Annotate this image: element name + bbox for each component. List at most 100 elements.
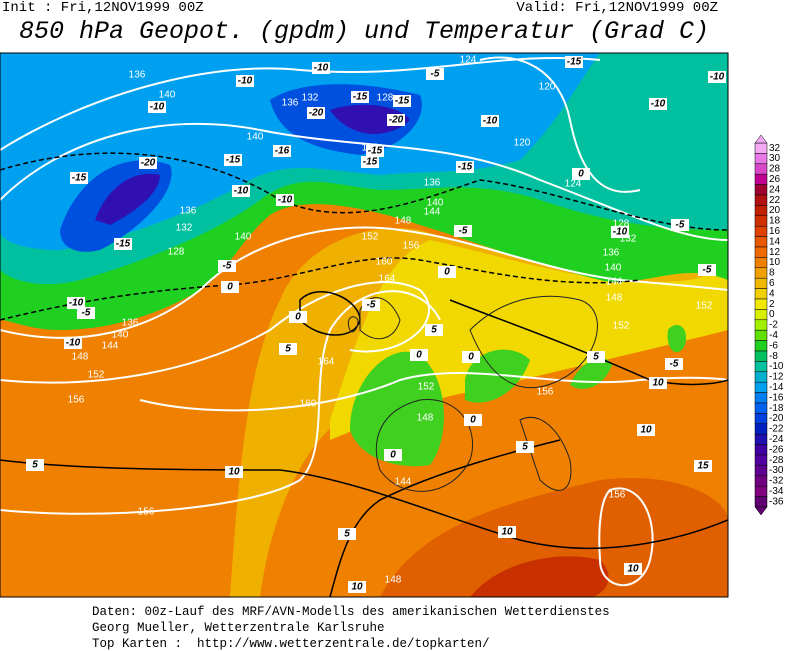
height-label: 140 <box>605 263 622 274</box>
temperature-label: 10 <box>228 467 240 478</box>
colorbar-label: -36 <box>769 496 784 507</box>
colorbar-swatch <box>754 423 768 435</box>
temperature-label-box <box>70 172 88 184</box>
colorbar-label: -34 <box>769 486 784 497</box>
height-label: 136 <box>122 318 139 329</box>
colorbar-swatch <box>754 475 768 487</box>
temperature-label: 0 <box>227 282 233 293</box>
temperature-label-box <box>64 337 82 349</box>
temperature-label: -10 <box>278 195 293 206</box>
temperature-label-box <box>361 156 379 168</box>
temperature-label-box <box>114 238 132 250</box>
height-label: 128 <box>613 219 630 230</box>
colorbar-label: -26 <box>769 444 784 455</box>
temperature-label-box <box>516 441 534 453</box>
height-label: 140 <box>159 90 176 101</box>
temperature-label: -10 <box>710 72 725 83</box>
colorbar-label: -18 <box>769 403 784 414</box>
temperature-label-box <box>218 260 236 272</box>
colorbar-swatch <box>754 298 768 310</box>
height-label: 144 <box>102 341 119 352</box>
temperature-label-box <box>387 114 405 126</box>
height-label: 140 <box>247 132 264 143</box>
height-label: 124 <box>565 179 582 190</box>
temperature-label: 0 <box>390 450 396 461</box>
colorbar-label: 30 <box>769 153 781 164</box>
colorbar-label: -30 <box>769 465 784 476</box>
colorbar-swatch <box>754 444 768 456</box>
temperature-label: -20 <box>141 158 156 169</box>
temperature-label-box <box>649 377 667 389</box>
colorbar-swatch <box>754 246 768 258</box>
temperature-label: -10 <box>66 338 81 349</box>
colorbar-label: 8 <box>769 268 775 279</box>
temperature-label: 10 <box>501 527 513 538</box>
temperature-label: -5 <box>82 308 91 319</box>
height-label: 132 <box>176 223 193 234</box>
height-label: 128 <box>377 93 394 104</box>
temperature-label: 5 <box>285 344 291 355</box>
temperature-label-box <box>572 168 590 180</box>
height-label: 148 <box>385 575 402 586</box>
temperature-label: 10 <box>652 378 664 389</box>
temperature-label-box <box>393 95 411 107</box>
colorbar-swatch <box>754 163 768 175</box>
colorbar-swatch <box>754 277 768 289</box>
colorbar-swatch <box>754 329 768 341</box>
colorbar-label: -32 <box>769 476 784 487</box>
temperature-label-box <box>67 297 85 309</box>
colorbar-label: 0 <box>769 309 775 320</box>
colorbar-label: -28 <box>769 455 784 466</box>
colorbar-label: 18 <box>769 216 781 227</box>
temperature-label-box <box>221 281 239 293</box>
height-label: 128 <box>168 247 185 258</box>
height-label: 136 <box>424 178 441 189</box>
footer-line: Top Karten : http://www.wetterzentrale.d… <box>92 637 490 651</box>
height-label: 144 <box>424 207 441 218</box>
temperature-label-box <box>232 185 250 197</box>
temperature-label-box <box>464 414 482 426</box>
temperature-label: 10 <box>627 564 639 575</box>
colorbar-label: 26 <box>769 174 781 185</box>
colorbar-swatch <box>754 309 768 321</box>
temperature-label: 0 <box>578 169 584 180</box>
colorbar-label: -20 <box>769 413 784 424</box>
temperature-label: 5 <box>431 325 437 336</box>
temperature-label-box <box>438 266 456 278</box>
height-label: 120 <box>539 82 556 93</box>
height-label: 136 <box>282 98 299 109</box>
temperature-label: 10 <box>640 425 652 436</box>
temperature-label: -10 <box>613 227 628 238</box>
field-hot <box>470 556 609 597</box>
temperature-label: -5 <box>459 226 468 237</box>
temperature-label-box <box>273 145 291 157</box>
temperature-label: -5 <box>703 265 712 276</box>
colorbar-swatch <box>754 173 768 185</box>
temperature-label-box <box>148 101 166 113</box>
temperature-label-box <box>307 107 325 119</box>
temperature-label-box <box>462 351 480 363</box>
colorbar-swatch <box>754 340 768 352</box>
temperature-label-box <box>611 226 629 238</box>
temperature-label-box <box>289 311 307 323</box>
temperature-label-box <box>366 145 384 157</box>
colorbar-swatch <box>754 350 768 362</box>
temperature-label-box <box>224 154 242 166</box>
valid-time: Valid: Fri,12NOV1999 00Z <box>516 0 718 16</box>
colorbar-label: 20 <box>769 205 781 216</box>
colorbar-swatch <box>754 392 768 404</box>
temperature-label: -15 <box>72 173 87 184</box>
map: 32302826242220181614121086420-2-4-6-8-10… <box>0 52 784 598</box>
colorbar-swatch <box>754 215 768 227</box>
temperature-label: -15 <box>226 155 241 166</box>
height-label: 152 <box>88 370 105 381</box>
colorbar-swatch <box>754 454 768 466</box>
temperature-label: -5 <box>431 69 440 80</box>
height-label: 144 <box>606 277 623 288</box>
colorbar-swatch <box>754 236 768 248</box>
temperature-label: -20 <box>309 108 324 119</box>
temperature-label: -15 <box>368 146 383 157</box>
height-label: 140 <box>427 198 444 209</box>
temperature-label: 0 <box>468 352 474 363</box>
height-label: 144 <box>395 477 412 488</box>
